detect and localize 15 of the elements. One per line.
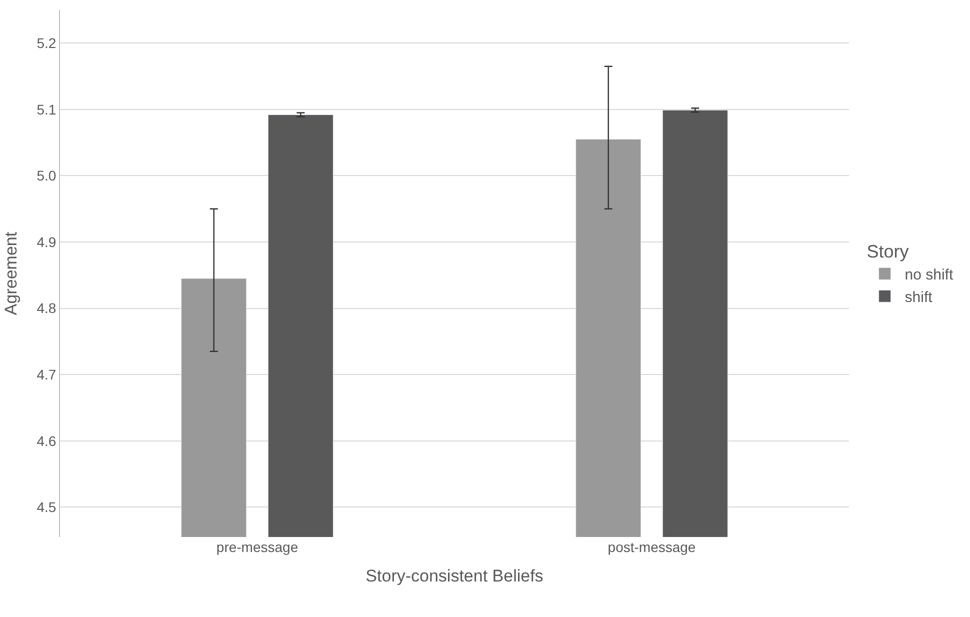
y-axis-title: Agreement (1, 232, 20, 316)
legend-label: shift (904, 289, 934, 306)
y-tick-label: 5.1 (36, 101, 56, 118)
y-tick-label: 4.5 (36, 499, 56, 516)
x-tick-label: post-message (608, 539, 696, 555)
y-tick-label: 4.9 (36, 234, 56, 250)
y-tick-label: 4.7 (36, 366, 56, 382)
y-tick-label: 4.8 (36, 300, 56, 316)
x-tick-label: pre-message (216, 539, 298, 555)
legend-title: Story (866, 241, 909, 262)
y-tick-label: 5.2 (36, 35, 56, 52)
y-tick-label: 4.6 (36, 432, 56, 449)
legend-label: no shift (904, 266, 954, 284)
x-axis-title: Story-consistent Beliefs (366, 566, 544, 586)
y-tick-label: 5.0 (36, 168, 56, 184)
